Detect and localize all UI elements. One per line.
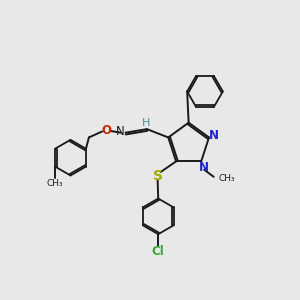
Text: CH₃: CH₃	[47, 179, 63, 188]
Text: CH₃: CH₃	[219, 174, 236, 183]
Text: N: N	[199, 161, 209, 174]
Text: S: S	[153, 169, 163, 183]
Text: O: O	[101, 124, 111, 137]
Text: H: H	[142, 118, 151, 128]
Text: N: N	[209, 130, 219, 142]
Text: N: N	[116, 125, 125, 138]
Text: Cl: Cl	[152, 245, 165, 258]
